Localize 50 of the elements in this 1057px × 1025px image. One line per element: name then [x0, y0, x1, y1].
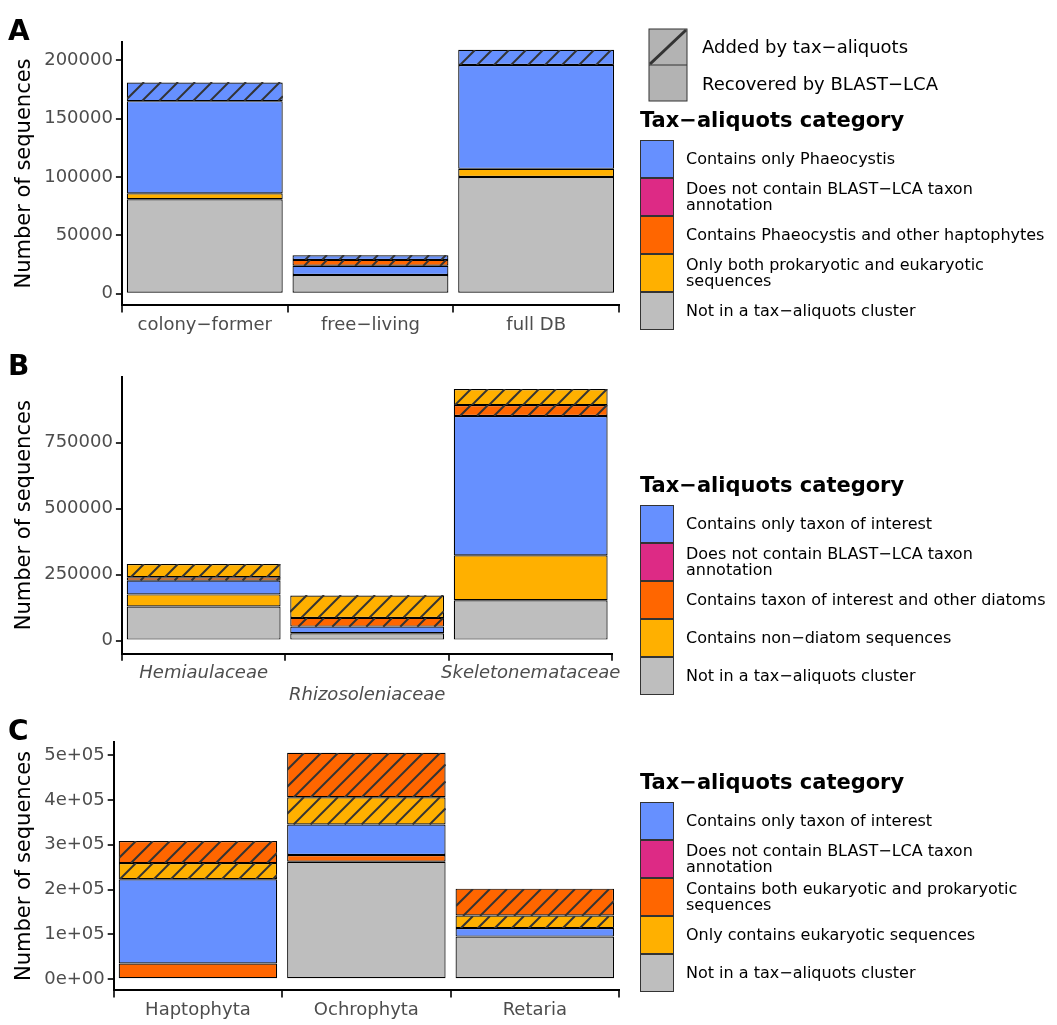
legend-label: Contains non−diatom sequences	[686, 628, 953, 647]
legend-label: Not in a tax−aliquots cluster	[686, 301, 917, 320]
y-tick-label: 5e+05	[44, 742, 105, 764]
legend-label: Contains taxon of interest and other diatoms	[686, 590, 1047, 609]
y-tick-label: 2e+05	[44, 877, 105, 899]
y-axis-title: Number of sequences	[11, 58, 36, 289]
y-tick-label: 150000	[44, 106, 113, 128]
x-tick-label: free−living	[320, 312, 420, 334]
legend-label: Does not contain BLAST−LCA taxon annotation	[686, 841, 974, 876]
y-tick-label: 100000	[44, 164, 113, 186]
legend-label: Contains both eukaryotic and prokaryotic sequences	[686, 879, 1019, 914]
y-tick-label: 500000	[44, 496, 113, 518]
x-tick-label: colony−former	[137, 312, 273, 334]
x-tick-label: Retaria	[502, 997, 567, 1019]
text: Added by tax−aliquots	[702, 36, 909, 57]
legend-label: Not in a tax−aliquots cluster	[686, 963, 917, 982]
text: Recovered by BLAST−LCA	[702, 73, 938, 94]
legend-title: Tax−aliquots category	[640, 770, 906, 794]
y-axis-title: Number of sequences	[11, 400, 36, 631]
legend-label: Does not contain BLAST−LCA taxon annotation	[686, 179, 974, 214]
y-tick-label: 50000	[55, 223, 113, 245]
chart-title: B	[8, 349, 30, 383]
y-tick-label: 0e+00	[44, 966, 105, 988]
legend-title: Tax−aliquots category	[640, 108, 906, 132]
legend-label: Does not contain BLAST−LCA taxon annotation	[686, 544, 974, 579]
y-tick-label: 3e+05	[44, 832, 105, 854]
legend-title: Tax−aliquots category	[640, 473, 906, 497]
x-tick-label: Rhizosoleniaceae	[289, 682, 446, 704]
y-tick-label: 250000	[44, 562, 113, 584]
y-tick-label: 1e+05	[44, 922, 105, 944]
legend-label: Contains Phaeocystis and other haptophytes	[686, 225, 1046, 244]
chart-title: A	[8, 14, 30, 48]
x-tick-label: Skeletonemataceae	[441, 661, 621, 683]
y-tick-label: 750000	[44, 430, 113, 452]
legend-label: Contains only taxon of interest	[686, 514, 934, 533]
legend-label: Contains only Phaeocystis	[686, 149, 896, 168]
legend-label: Contains only taxon of interest	[686, 811, 934, 830]
y-tick-label: 4e+05	[44, 787, 105, 809]
legend-label: Not in a tax−aliquots cluster	[686, 666, 917, 685]
x-tick-label: full DB	[506, 312, 566, 334]
x-tick-label: Ochrophyta	[313, 997, 419, 1019]
y-axis-title: Number of sequences	[11, 750, 36, 982]
x-tick-label: Hemiaulaceae	[139, 661, 269, 683]
chart-title: C	[8, 714, 29, 748]
y-tick-label: 0	[101, 628, 113, 650]
y-tick-label: 0	[101, 281, 113, 303]
legend-label: Only contains eukaryotic sequences	[686, 925, 977, 944]
legend-label: Only both prokaryotic and eukaryotic sequences	[686, 255, 985, 290]
x-tick-label: Haptophyta	[145, 997, 251, 1019]
y-tick-label: 200000	[44, 47, 113, 69]
